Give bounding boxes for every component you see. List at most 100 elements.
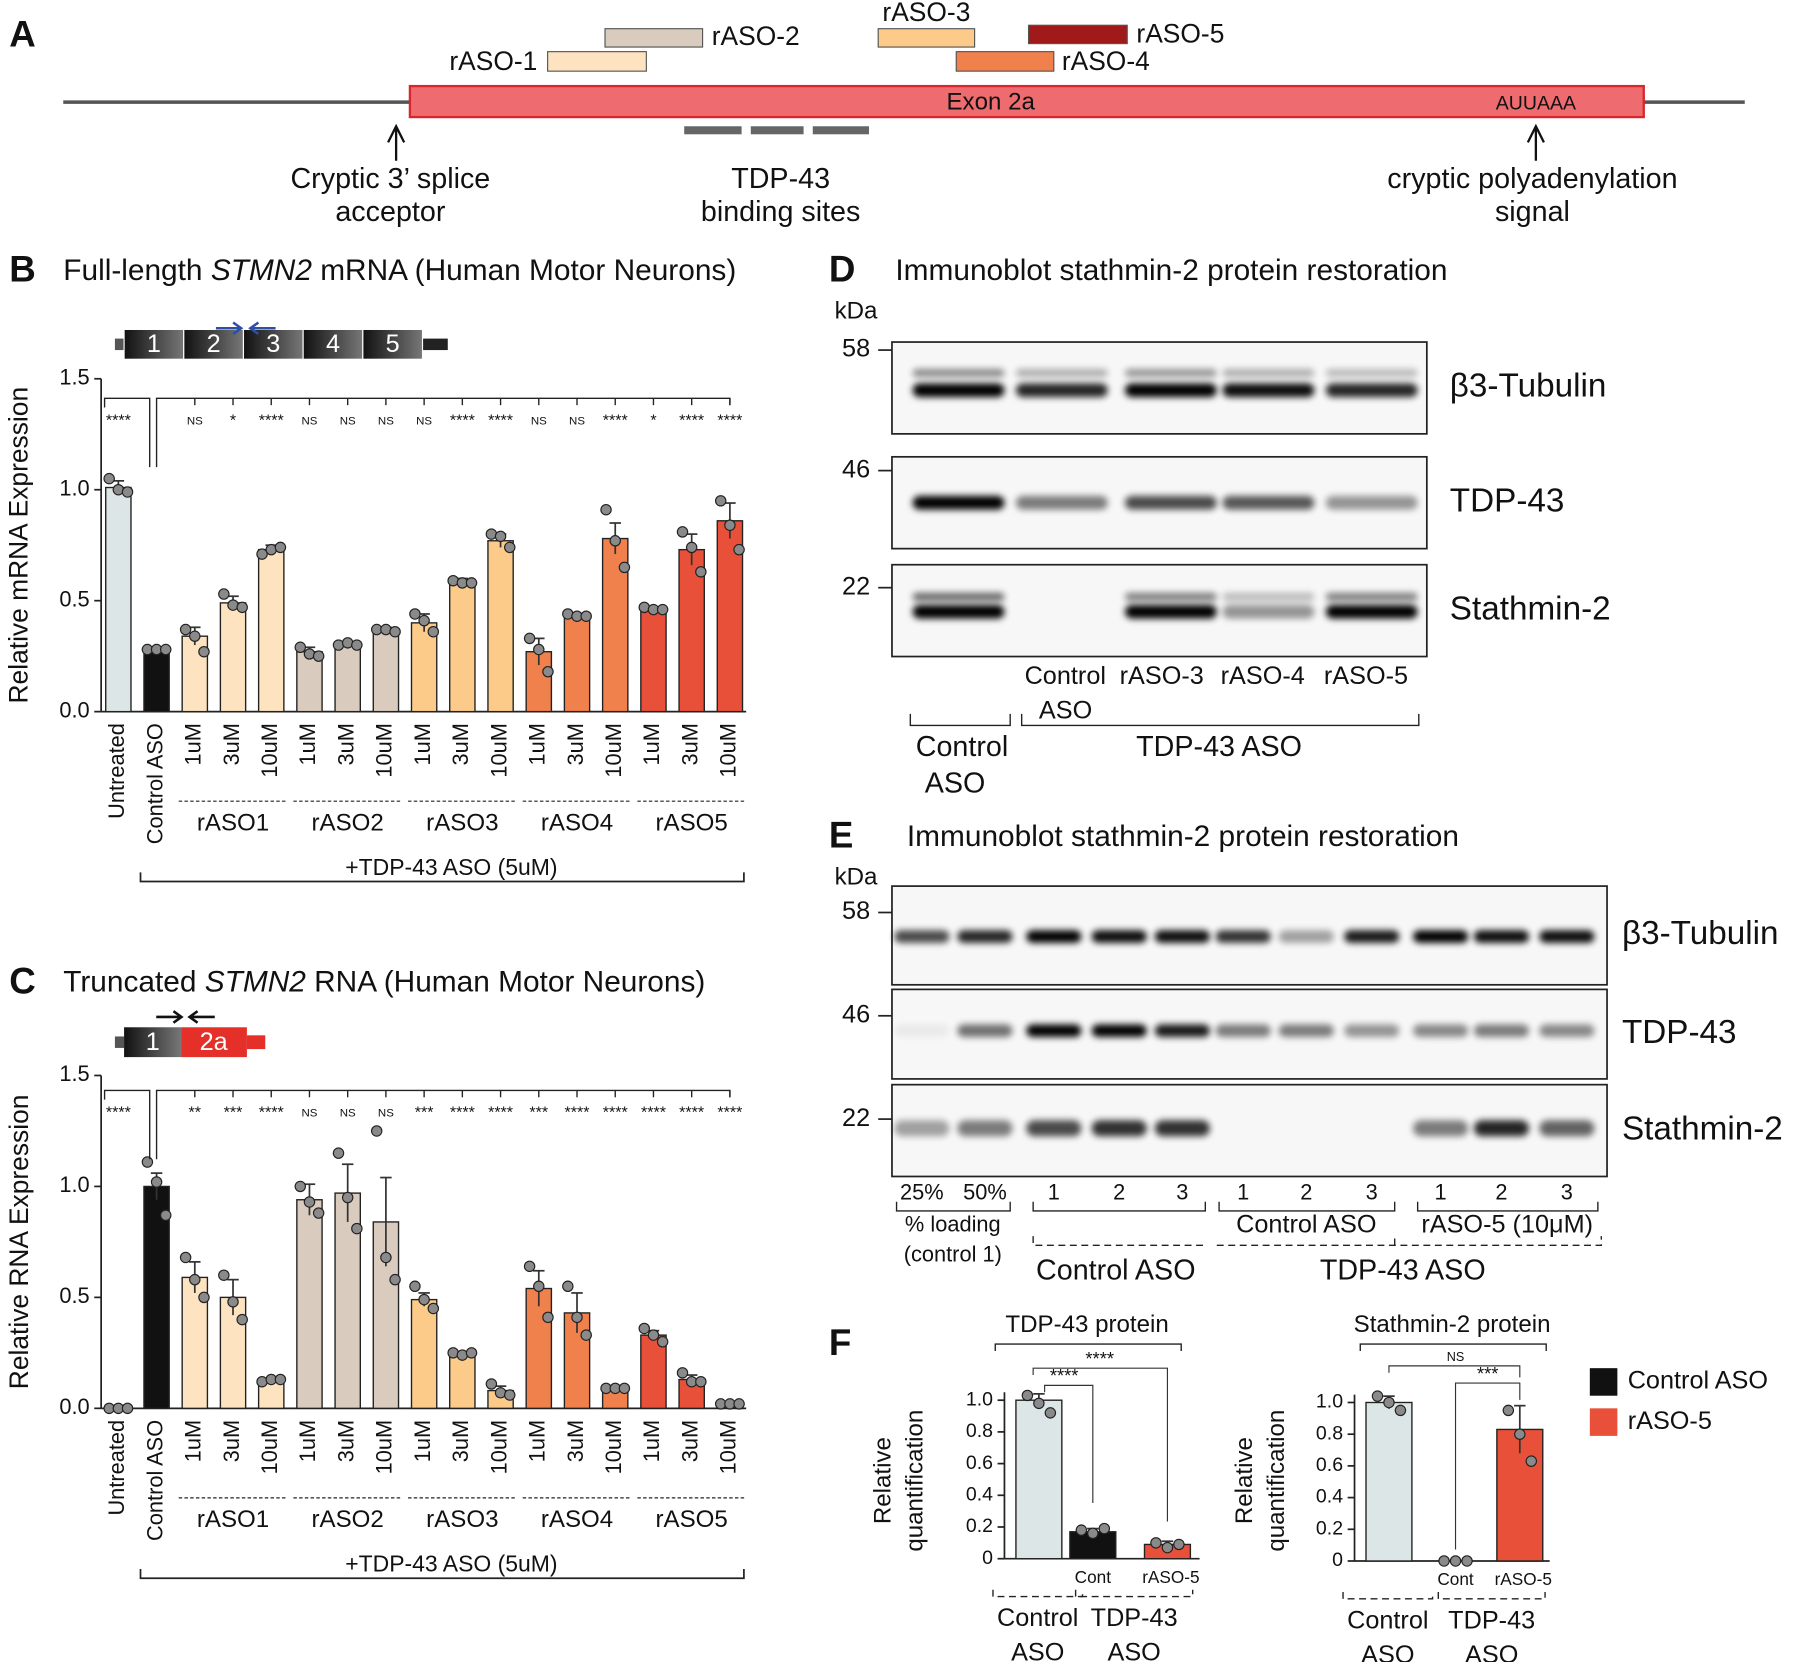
aso-label: rASO-1 bbox=[449, 46, 537, 76]
blot-band bbox=[1124, 369, 1217, 378]
x-tick-label: rASO-5 bbox=[1142, 1567, 1199, 1587]
data-point bbox=[236, 601, 248, 614]
significance-label: NS bbox=[187, 415, 203, 427]
y-tick-label: 1.0 bbox=[59, 1172, 89, 1197]
blot-band bbox=[1344, 1024, 1400, 1038]
data-point bbox=[380, 1251, 392, 1264]
blot-band bbox=[957, 930, 1013, 943]
exon-label: 2 bbox=[207, 330, 221, 358]
data-point bbox=[504, 1389, 516, 1401]
data-point bbox=[618, 561, 631, 574]
group-label: rASO2 bbox=[312, 1506, 384, 1533]
significance-label: NS bbox=[416, 415, 432, 427]
bar bbox=[449, 1352, 476, 1410]
chart-title: Stathmin-2 protein bbox=[1354, 1311, 1551, 1338]
lane-label: (control 1) bbox=[904, 1241, 1002, 1266]
data-point bbox=[409, 608, 421, 620]
blot-band bbox=[1222, 369, 1315, 378]
significance-label: **** bbox=[565, 1104, 590, 1122]
data-point bbox=[1075, 1524, 1088, 1536]
exon-label: 2a bbox=[200, 1028, 229, 1056]
x-tick-label: Untreated bbox=[104, 723, 129, 819]
annotation: binding sites bbox=[701, 196, 860, 228]
data-point bbox=[427, 626, 440, 638]
y-tick-label: 0.4 bbox=[1316, 1486, 1343, 1508]
exon bbox=[124, 1027, 182, 1058]
data-point bbox=[332, 1147, 345, 1159]
unit-label: kDa bbox=[835, 298, 878, 325]
protein-label: TDP-43 bbox=[1622, 1014, 1737, 1051]
bracket-label: +TDP-43 ASO (5uM) bbox=[345, 854, 557, 880]
exon-label: 3 bbox=[266, 330, 280, 358]
blot-band bbox=[957, 1120, 1013, 1137]
exon bbox=[362, 328, 424, 360]
data-point bbox=[733, 543, 745, 556]
data-point bbox=[189, 630, 201, 642]
significance-label: **** bbox=[488, 411, 513, 429]
marker-label: 22 bbox=[842, 1104, 870, 1132]
group-label: ASO bbox=[925, 768, 986, 800]
bar bbox=[487, 540, 514, 713]
significance-label: NS bbox=[301, 1107, 317, 1119]
gene-end bbox=[114, 1036, 125, 1048]
blot-band bbox=[1325, 604, 1418, 619]
x-tick-label: 10uM bbox=[601, 723, 626, 778]
data-point bbox=[198, 645, 210, 658]
significance-label: **** bbox=[1085, 1348, 1114, 1369]
bracket bbox=[139, 872, 745, 883]
group-label: rASO4 bbox=[541, 809, 613, 836]
aso-box bbox=[547, 51, 647, 72]
data-point bbox=[274, 541, 287, 554]
y-axis-title: quantification bbox=[1263, 1410, 1290, 1552]
data-point bbox=[542, 665, 554, 678]
blot-band bbox=[894, 1120, 950, 1137]
data-point bbox=[504, 541, 516, 554]
data-point bbox=[341, 1191, 354, 1204]
x-tick-label: Untreated bbox=[104, 1420, 129, 1516]
blot-band bbox=[1278, 930, 1334, 943]
blot-band bbox=[1154, 1024, 1210, 1038]
x-tick-label: 10uM bbox=[372, 1420, 397, 1475]
group-label: rASO5 bbox=[656, 809, 728, 836]
significance-label: ** bbox=[189, 1104, 202, 1122]
data-point bbox=[638, 601, 651, 614]
data-point bbox=[160, 1209, 172, 1222]
data-point bbox=[112, 483, 125, 496]
blot-band bbox=[1539, 1024, 1595, 1038]
significance-label: * bbox=[230, 411, 236, 429]
data-point bbox=[236, 1313, 248, 1326]
blot-band bbox=[1026, 1120, 1082, 1137]
significance-label: **** bbox=[679, 411, 704, 429]
exon-label: 5 bbox=[386, 330, 400, 358]
group-label: ASO bbox=[1011, 1639, 1064, 1662]
data-point bbox=[533, 1280, 545, 1293]
data-point bbox=[456, 1349, 469, 1361]
title-part: STMN2 bbox=[205, 966, 307, 999]
data-point bbox=[351, 1222, 363, 1235]
data-point bbox=[227, 599, 239, 611]
x-tick-label: 1uM bbox=[410, 1420, 435, 1462]
bar bbox=[640, 608, 667, 713]
lane-label: 1 bbox=[1237, 1179, 1249, 1204]
blot-band bbox=[1124, 383, 1217, 398]
significance-label: * bbox=[650, 411, 656, 429]
x-tick-label: 3uM bbox=[333, 1420, 358, 1462]
data-point bbox=[274, 1373, 287, 1386]
bar bbox=[219, 602, 247, 713]
group-label: ASO bbox=[1361, 1641, 1414, 1662]
y-tick-label: 0.6 bbox=[966, 1452, 993, 1474]
motif-label: AUUAAA bbox=[1496, 93, 1576, 115]
data-point bbox=[1033, 1397, 1045, 1410]
blot-band bbox=[912, 592, 1005, 601]
group-label: Control bbox=[916, 731, 1008, 763]
data-point bbox=[656, 1336, 669, 1348]
lane-label: 2 bbox=[1300, 1179, 1312, 1204]
group-label: ASO bbox=[1465, 1641, 1518, 1662]
x-tick-label: 10uM bbox=[716, 723, 741, 778]
title-part: mRNA (Human Motor Neurons) bbox=[312, 254, 736, 287]
data-point bbox=[533, 643, 545, 656]
blot-band bbox=[1473, 930, 1529, 943]
significance-label: NS bbox=[378, 1107, 394, 1119]
y-tick-label: 0.5 bbox=[59, 1283, 89, 1308]
group-bracket bbox=[992, 1589, 1084, 1598]
